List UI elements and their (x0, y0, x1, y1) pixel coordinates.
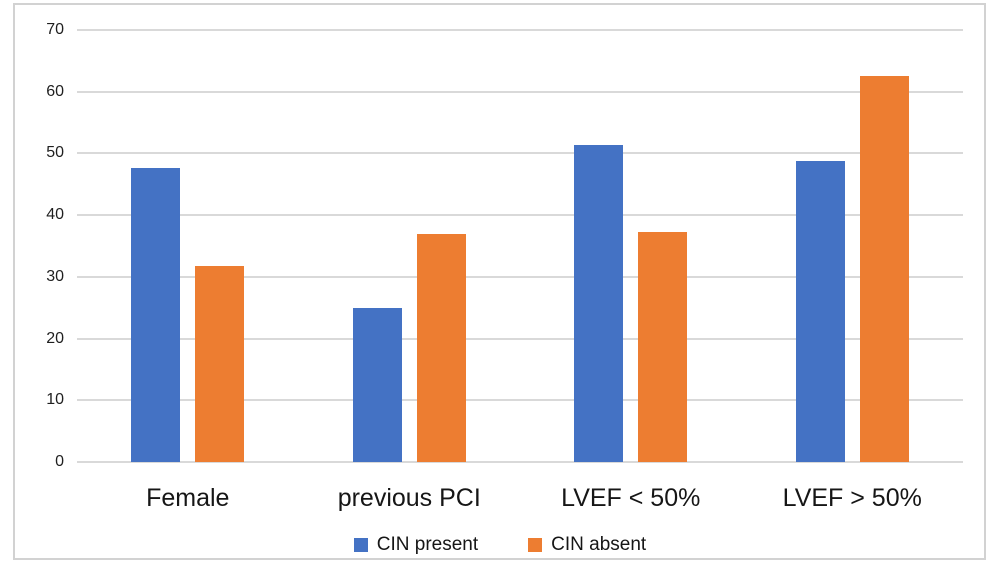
bar-cin-present-lvef-50 (795, 161, 845, 462)
gridline-70 (77, 29, 963, 31)
plot-area (77, 29, 963, 463)
y-tick-label-0: 0 (55, 453, 64, 470)
x-label-female: Female (146, 484, 230, 512)
y-tick-label-50: 50 (46, 144, 64, 162)
gridline-0 (77, 461, 963, 463)
legend-swatch-cin-present (353, 537, 368, 552)
gridline-50 (77, 152, 963, 155)
bar-cin-absent-female (195, 265, 245, 462)
gridline-40 (77, 214, 963, 217)
y-tick-label-30: 30 (46, 267, 64, 285)
x-label-previous-pci: previous PCI (337, 484, 481, 512)
y-tick-label-40: 40 (46, 206, 64, 224)
x-label-lvef-50: LVEF < 50% (561, 484, 701, 512)
gridline-10 (77, 399, 963, 402)
y-tick-label-60: 60 (46, 82, 64, 100)
bar-cin-absent-lvef-50 (638, 232, 688, 462)
legend: CIN present CIN absent (0, 535, 1000, 554)
gridline-20 (77, 337, 963, 340)
y-tick-label-20: 20 (46, 329, 64, 347)
y-tick-label-10: 10 (46, 391, 64, 409)
bar-cin-present-female (131, 167, 181, 462)
legend-label-cin-present: CIN present (376, 534, 479, 555)
bar-cin-present-lvef-50 (574, 145, 624, 462)
bar-cin-absent-lvef-50 (859, 75, 909, 462)
legend-item-cin-absent: CIN absent (528, 535, 646, 554)
legend-item-cin-present: CIN present (353, 534, 479, 555)
y-tick-label-70: 70 (46, 21, 64, 38)
legend-label-cin-absent: CIN absent (551, 534, 647, 555)
legend-swatch-cin-absent (528, 537, 543, 552)
bar-cin-absent-previous-pci (416, 233, 466, 462)
x-label-lvef-50: LVEF > 50% (782, 484, 922, 512)
gridline-30 (77, 275, 963, 278)
bar-cin-present-previous-pci (352, 307, 402, 462)
gridline-60 (77, 90, 963, 93)
